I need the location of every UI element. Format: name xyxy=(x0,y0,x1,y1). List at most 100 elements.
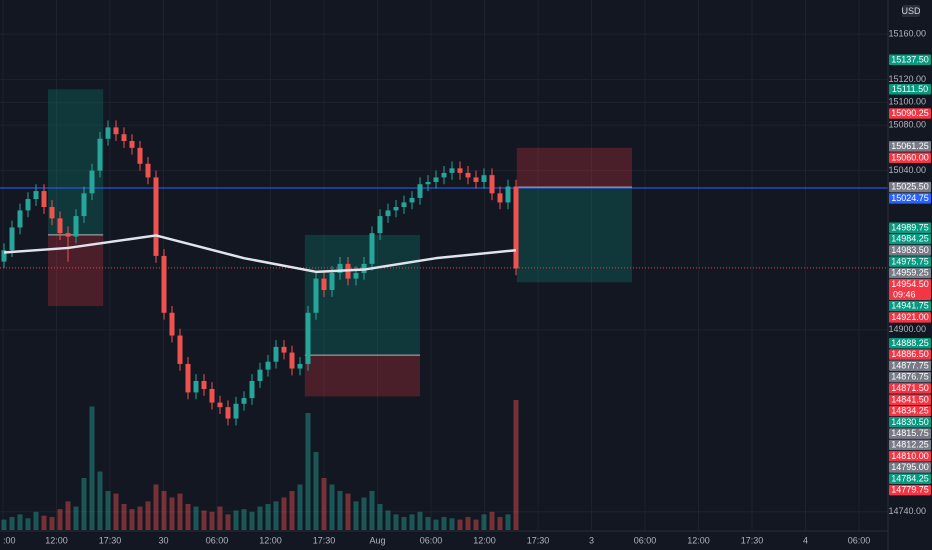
price-tag xyxy=(889,450,931,462)
x-tick-label: 17:30 xyxy=(99,535,122,545)
volume-bar xyxy=(513,400,519,530)
price-tag xyxy=(889,267,931,279)
candle-body xyxy=(257,369,263,382)
volume-bar xyxy=(73,506,79,530)
candle-body xyxy=(233,403,239,419)
price-tag xyxy=(889,222,931,234)
price-tag xyxy=(889,405,931,417)
price-tag-label: 14886.50 xyxy=(891,349,929,359)
candle-body xyxy=(89,170,95,194)
candle-body xyxy=(161,255,167,313)
volume-bar xyxy=(49,517,55,530)
price-tag-label: 14815.75 xyxy=(891,428,929,438)
price-tag xyxy=(889,152,931,163)
candle-body xyxy=(33,191,39,200)
candle-body xyxy=(305,312,311,364)
candle-body xyxy=(329,272,335,291)
volume-bar xyxy=(145,501,151,530)
price-tag-label: 14984.25 xyxy=(891,234,929,244)
price-tag xyxy=(889,371,931,383)
price-tag-label: 14871.50 xyxy=(891,383,929,393)
candle-body xyxy=(481,175,487,182)
volume-bar xyxy=(161,491,167,530)
candle-body xyxy=(217,402,223,408)
candle-body xyxy=(209,388,215,403)
price-tag xyxy=(889,141,931,152)
price-tag xyxy=(889,439,931,451)
volume-bar xyxy=(433,519,439,530)
candle-body xyxy=(169,312,175,336)
volume-bar xyxy=(425,517,431,530)
profit-zone xyxy=(516,187,632,283)
volume-bar xyxy=(441,517,447,530)
price-tag-label: 14876.75 xyxy=(891,372,929,382)
price-tag-label: 14954.50 xyxy=(891,279,929,289)
candle-body xyxy=(297,363,303,369)
price-tag-label: 15025.50 xyxy=(891,182,929,192)
candle-body xyxy=(241,398,247,404)
volume-bar xyxy=(201,510,207,530)
x-tick-label: 30 xyxy=(158,535,168,545)
price-tag-label: 15111.50 xyxy=(892,84,928,94)
candle-body xyxy=(449,168,455,173)
volume-bar xyxy=(289,491,295,530)
volume-bar xyxy=(393,514,399,530)
loss-zone xyxy=(304,355,420,397)
candle-body xyxy=(113,127,119,135)
price-tag xyxy=(889,462,931,473)
volume-bar xyxy=(193,506,199,530)
volume-bar xyxy=(81,478,87,530)
candle-body xyxy=(137,147,143,164)
price-tag-label: 14983.50 xyxy=(891,245,929,255)
candle-body xyxy=(321,278,327,291)
price-tag-label: 14959.25 xyxy=(891,268,929,278)
volume-bar xyxy=(481,514,487,530)
volume-bar xyxy=(185,504,191,530)
candle-body xyxy=(65,233,71,237)
currency-label: USD xyxy=(901,6,921,16)
volume-bar xyxy=(497,517,503,530)
volume-bar xyxy=(305,413,311,530)
volume-bar xyxy=(377,504,383,530)
volume-bar xyxy=(473,519,479,530)
candle-body xyxy=(49,206,55,219)
volume-bar xyxy=(1,519,7,530)
volume-bar xyxy=(505,514,511,530)
price-tag-label: 15060.00 xyxy=(891,152,929,162)
volume-bar xyxy=(369,491,375,530)
price-tag xyxy=(889,300,931,312)
volume-bar xyxy=(41,515,47,530)
volume-bar xyxy=(265,504,271,530)
candle-body xyxy=(497,193,503,203)
volume-bar xyxy=(225,514,231,530)
price-tag-label: 14921.00 xyxy=(891,312,929,322)
candle-body xyxy=(185,363,191,393)
price-tag-label: 15061.25 xyxy=(891,141,929,151)
candle-body xyxy=(337,263,343,273)
candle-body xyxy=(41,191,47,207)
volume-bar xyxy=(105,491,111,530)
volume-bar xyxy=(169,497,175,530)
candle-body xyxy=(505,186,511,203)
candle-body xyxy=(81,193,87,217)
candle-body xyxy=(225,407,231,419)
x-tick-label: 06:00 xyxy=(206,535,229,545)
y-tick-label: 14900.00 xyxy=(888,324,926,334)
candle-body xyxy=(193,381,199,393)
candle-body xyxy=(433,177,439,182)
price-tag xyxy=(889,279,931,301)
candle-body xyxy=(289,352,295,369)
candle-body xyxy=(97,138,103,171)
price-tag-label: 14784.25 xyxy=(891,473,929,483)
price-tag xyxy=(889,349,931,360)
x-tick-label: 17:30 xyxy=(741,535,764,545)
price-tag xyxy=(889,84,931,95)
loss-zone xyxy=(516,147,632,188)
price-tag xyxy=(889,108,931,119)
volume-bar xyxy=(297,484,303,530)
price-tag xyxy=(889,181,931,193)
price-tag-label: 14834.25 xyxy=(891,406,929,416)
volume-bar xyxy=(417,511,423,530)
x-tick-label: 12:00 xyxy=(259,535,282,545)
volume-bar xyxy=(489,511,495,530)
